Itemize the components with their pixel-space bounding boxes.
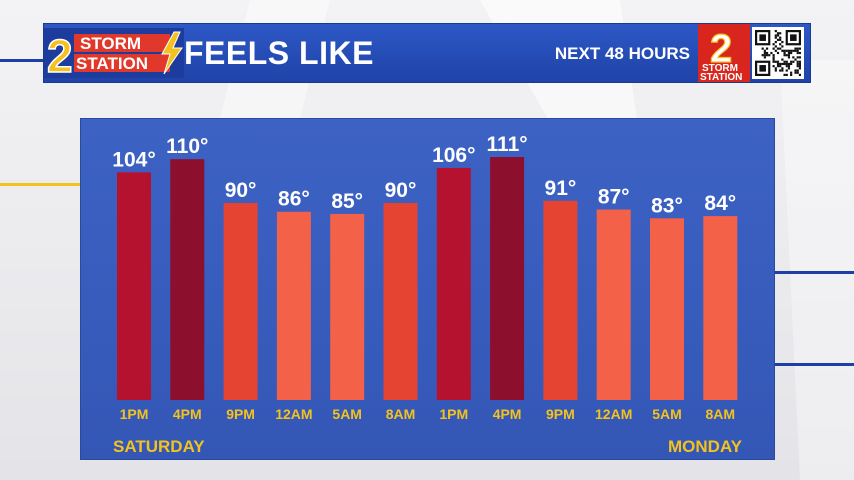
bar-value-label-10: 83° [651,194,683,217]
storm-station-logo: 2 STORM STATION [44,28,184,78]
bar-value-label-4: 85° [331,190,363,213]
bar-value-label-5: 90° [385,179,417,202]
x-tick-label-8: 9PM [546,406,575,422]
bar-7 [490,157,525,400]
day-label-end: MONDAY [668,437,742,456]
logo-right-line2: STATION [700,72,742,82]
chart-panel: 104° 1PM 110° 4PM 90° 9PM 86° 12AM 85° 5AM 90° 8AM 1… [80,118,775,460]
bar-value-label-11: 84° [704,192,736,215]
bar-9 [596,209,631,400]
logo-left-line2: STATION [76,54,148,73]
bar-value-label-7: 111° [487,133,528,156]
logo-right-line1: STORM [702,63,738,74]
x-tick-label-2: 9PM [226,406,255,422]
bar-6 [436,167,471,400]
bar-5 [383,202,418,400]
bar-0 [117,172,151,400]
x-tick-label-1: 4PM [173,406,202,422]
accent-line-blue-left [0,59,45,62]
bar-11 [703,216,738,400]
x-tick-label-9: 12AM [595,406,632,422]
x-tick-label-6: 1PM [439,406,468,422]
accent-line-blue-right-lower [773,363,854,366]
bar-value-label-9: 87° [598,186,630,209]
x-tick-label-10: 5AM [652,406,682,422]
bar-3 [276,211,311,400]
bar-value-label-3: 86° [278,188,310,211]
page-subtitle: NEXT 48 HOURS [554,44,690,63]
accent-line-yellow-left [0,183,80,186]
bar-4 [330,213,365,400]
x-tick-label-0: 1PM [120,406,149,422]
qr-code-icon[interactable] [752,27,804,79]
x-tick-label-7: 4PM [493,406,522,422]
bar-value-label-0: 104° [112,148,155,171]
accent-line-blue-right [773,271,854,274]
x-tick-label-3: 12AM [275,406,312,422]
bar-value-label-8: 91° [545,177,577,200]
x-tick-label-4: 5AM [332,406,362,422]
header-bar: 2 STORM STATION FEELS LIKE NEXT 48 HOURS… [43,23,811,83]
x-tick-label-5: 8AM [386,406,416,422]
bar-2 [223,202,258,400]
day-label-start: SATURDAY [113,437,205,456]
bar-value-label-2: 90° [225,179,257,202]
logo-left-line1: STORM [80,34,141,53]
bar-1 [170,159,205,400]
feels-like-bar-chart: 104° 1PM 110° 4PM 90° 9PM 86° 12AM 85° 5AM 90° 8AM 1… [112,133,738,422]
logo-left-number: 2 [47,30,73,78]
storm-station-small-logo: 2 STORM STATION [698,24,750,82]
x-tick-label-11: 8AM [706,406,736,422]
bar-10 [650,218,684,400]
lightning-bolt-icon [161,31,183,75]
bar-value-label-6: 106° [432,144,475,167]
logo-right-number: 2 [710,27,732,71]
page-title: FEELS LIKE [184,35,374,71]
bar-8 [543,200,578,400]
bar-value-label-1: 110° [166,135,208,158]
